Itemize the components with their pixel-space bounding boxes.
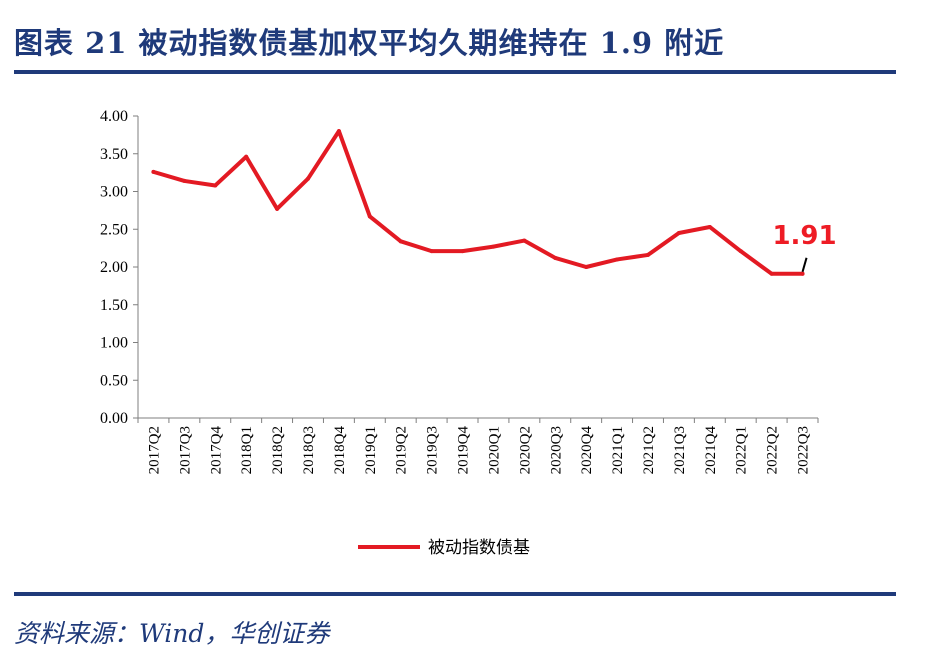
y-tick-label: 0.00 [100, 410, 128, 427]
x-tick-label: 2022Q2 [765, 426, 781, 474]
x-tick-label: 2017Q3 [177, 426, 193, 474]
x-tick-label: 2020Q1 [486, 426, 502, 474]
x-tick-label: 2018Q1 [239, 426, 255, 474]
data-point [491, 244, 496, 249]
x-tick-label: 2019Q3 [425, 426, 441, 474]
data-point [553, 255, 558, 260]
x-tick-label: 2018Q3 [301, 426, 317, 474]
data-point [306, 176, 310, 181]
x-tick-label: 2020Q2 [517, 426, 533, 474]
data-point [800, 271, 805, 276]
legend-label: 被动指数债基 [428, 538, 530, 558]
x-tick-label: 2022Q3 [796, 426, 812, 474]
x-tick-label: 2020Q4 [579, 426, 595, 475]
y-tick-label: 1.50 [100, 297, 128, 314]
source-note: 资料来源：Wind，华创证券 [14, 619, 330, 648]
x-tick-label: 2017Q2 [146, 426, 162, 474]
y-tick-label: 2.00 [100, 259, 128, 276]
data-point [615, 257, 620, 262]
y-tick-label: 4.00 [100, 108, 128, 125]
x-tick-label: 2019Q2 [394, 426, 410, 474]
data-point [522, 238, 527, 243]
x-tick-label: 2021Q4 [703, 426, 719, 475]
data-point [244, 154, 249, 159]
data-point [398, 239, 403, 244]
data-point [429, 249, 434, 254]
data-point [707, 224, 712, 229]
data-point [182, 178, 187, 183]
y-tick-label: 3.50 [100, 146, 128, 163]
data-point [584, 265, 589, 269]
x-tick-label: 2018Q2 [270, 426, 286, 474]
data-point [151, 169, 156, 174]
annotation-leader-line [801, 257, 808, 273]
data-point [275, 206, 280, 211]
data-point [738, 249, 743, 254]
title-divider [14, 70, 896, 74]
x-tick-label: 2021Q1 [610, 426, 626, 474]
x-tick-label: 2018Q4 [332, 426, 348, 475]
data-point [460, 249, 465, 254]
x-tick-label: 2019Q4 [456, 426, 472, 475]
x-tick-label: 2022Q1 [734, 426, 750, 474]
x-tick-label: 2017Q4 [208, 426, 224, 475]
data-point [336, 129, 341, 134]
series-line-passive-index-bond-fund [151, 129, 805, 276]
x-tick-label: 2019Q1 [363, 426, 379, 474]
y-tick-label: 3.00 [100, 184, 128, 201]
data-point [676, 231, 681, 236]
y-tick-label: 0.50 [100, 372, 128, 389]
data-point [213, 183, 218, 188]
data-point [769, 271, 774, 276]
chart-title: 图表 21 被动指数债基加权平均久期维持在 1.9 附近 [14, 26, 725, 60]
data-point [367, 214, 372, 219]
footer-divider [14, 592, 896, 596]
annotation-label: 1.91 [772, 221, 836, 251]
y-tick-label: 1.00 [100, 335, 128, 352]
data-point [646, 252, 650, 257]
y-tick-label: 2.50 [100, 221, 128, 238]
x-tick-label: 2021Q2 [641, 426, 657, 474]
x-tick-label: 2020Q3 [548, 426, 564, 474]
x-tick-label: 2021Q3 [672, 426, 688, 474]
